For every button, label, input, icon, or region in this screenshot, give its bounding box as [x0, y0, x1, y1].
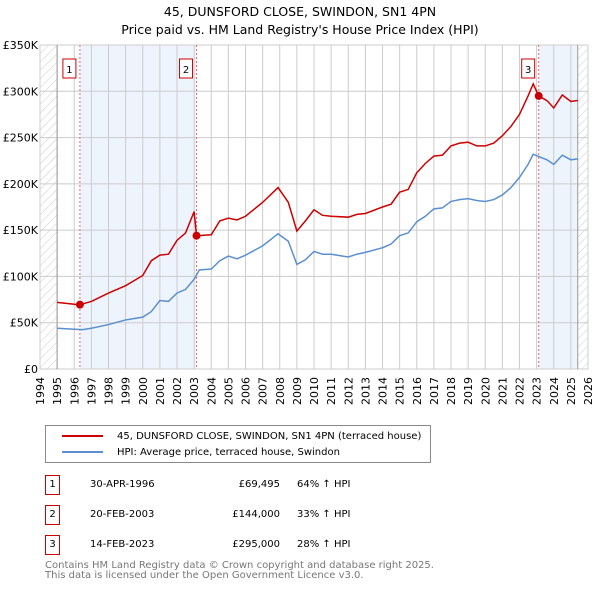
- y-tick-label: £150K: [3, 224, 39, 237]
- x-tick-label: 2024: [548, 377, 561, 405]
- footer-line: Contains HM Land Registry data © Crown c…: [45, 560, 434, 571]
- x-tick-label: 2006: [240, 377, 253, 405]
- y-tick-label: £0: [24, 363, 38, 376]
- x-tick-label: 1995: [51, 377, 64, 405]
- sale-date: 30-APR-1996: [90, 479, 155, 490]
- sale-label-box: [179, 58, 194, 79]
- x-tick-label: 2017: [428, 377, 441, 405]
- x-tick-label: 2026: [582, 377, 595, 405]
- x-tick-label: 1994: [34, 377, 47, 405]
- x-tick-label: 2002: [171, 377, 184, 405]
- sale-number: 2: [45, 505, 60, 525]
- sale-price: £69,495: [238, 479, 280, 490]
- x-tick-label: 2008: [274, 377, 287, 405]
- x-tick-label: 2010: [308, 377, 321, 405]
- hatched-region: [40, 45, 58, 369]
- sale-label-box: [521, 58, 536, 79]
- sale-hpi-diff: 28% ↑ HPI: [297, 539, 351, 550]
- y-tick-label: £50K: [10, 317, 39, 330]
- sale-hpi-diff: 33% ↑ HPI: [297, 509, 351, 520]
- sale-date: 14-FEB-2023: [90, 539, 155, 550]
- x-tick-label: 2009: [291, 377, 304, 405]
- ownership-shade: [79, 45, 197, 369]
- sale-price: £144,000: [232, 509, 280, 520]
- sale-number: 1: [45, 475, 60, 495]
- sale-price: £295,000: [232, 539, 280, 550]
- legend-label: HPI: Average price, terraced house, Swin…: [117, 446, 340, 458]
- y-tick-label: £250K: [3, 132, 39, 145]
- sale-point: [534, 91, 543, 100]
- x-tick-label: 1998: [103, 377, 116, 405]
- footer: Contains HM Land Registry data © Crown c…: [45, 561, 434, 581]
- x-tick-label: 2000: [137, 377, 150, 405]
- sale-label: 2: [183, 65, 189, 76]
- x-tick-label: 2003: [188, 377, 201, 405]
- x-tick-label: 2015: [394, 377, 407, 405]
- hatched-region: [577, 45, 588, 369]
- chart-title: 45, DUNSFORD CLOSE, SWINDON, SN1 4PN: [163, 4, 437, 19]
- legend-item-property: 45, DUNSFORD CLOSE, SWINDON, SN1 4PN (te…: [62, 428, 421, 444]
- x-tick-label: 2022: [514, 377, 527, 405]
- hpi-line: [57, 153, 578, 331]
- y-tick-label: £100K: [3, 270, 39, 283]
- sale-point: [75, 300, 84, 309]
- sale-number: 3: [45, 535, 60, 555]
- x-tick-label: 2021: [496, 377, 509, 405]
- sale-date: 20-FEB-2003: [90, 509, 155, 520]
- x-tick-label: 2007: [257, 377, 270, 405]
- x-tick-label: 2020: [479, 377, 492, 405]
- x-tick-label: 2016: [411, 377, 424, 405]
- sale-row: 3 14-FEB-2023 £295,000 28% ↑ HPI: [45, 535, 445, 555]
- plot-area: 1994 1995 1996 1997 1998 1999 2000 2001 2002 2003…: [3, 39, 595, 405]
- price-line: [57, 82, 578, 306]
- x-tick-label: 2011: [325, 377, 338, 405]
- y-tick-label: £300K: [3, 85, 39, 98]
- y-tick-label: £350K: [3, 39, 39, 52]
- x-tick-label: 2023: [531, 377, 544, 405]
- ownership-shade: [538, 45, 578, 369]
- sale-point: [192, 231, 201, 240]
- x-tick-label: 2013: [359, 377, 372, 405]
- x-tick-label: 2025: [565, 377, 578, 405]
- sale-hpi-diff: 64% ↑ HPI: [297, 479, 351, 490]
- footer-line: This data is licensed under the Open Gov…: [45, 570, 364, 581]
- x-tick-label: 2018: [445, 377, 458, 405]
- sale-label-box: [62, 58, 77, 79]
- sale-row: 1 30-APR-1996 £69,495 64% ↑ HPI: [45, 475, 445, 495]
- x-tick-label: 2004: [205, 377, 218, 405]
- x-tick-label: 1997: [85, 377, 98, 405]
- legend-label: 45, DUNSFORD CLOSE, SWINDON, SN1 4PN (te…: [117, 430, 422, 442]
- legend-swatch-red: [62, 435, 103, 437]
- legend-item-hpi: HPI: Average price, terraced house, Swin…: [62, 444, 340, 460]
- x-tick-label: 2019: [462, 377, 475, 405]
- x-tick-label: 2012: [342, 377, 355, 405]
- sale-row: 2 20-FEB-2003 £144,000 33% ↑ HPI: [45, 505, 445, 525]
- sale-label: 1: [66, 65, 72, 76]
- x-tick-label: 2001: [154, 377, 167, 405]
- x-tick-label: 1996: [68, 377, 81, 405]
- legend-swatch-blue: [62, 451, 103, 453]
- chart-subtitle: Price paid vs. HM Land Registry's House …: [121, 22, 479, 37]
- x-tick-label: 2014: [377, 377, 390, 405]
- x-tick-label: 2005: [222, 377, 235, 405]
- sale-label: 3: [525, 65, 531, 76]
- x-tick-label: 1999: [120, 377, 133, 405]
- y-tick-label: £200K: [3, 178, 39, 191]
- legend: 45, DUNSFORD CLOSE, SWINDON, SN1 4PN (te…: [45, 425, 431, 463]
